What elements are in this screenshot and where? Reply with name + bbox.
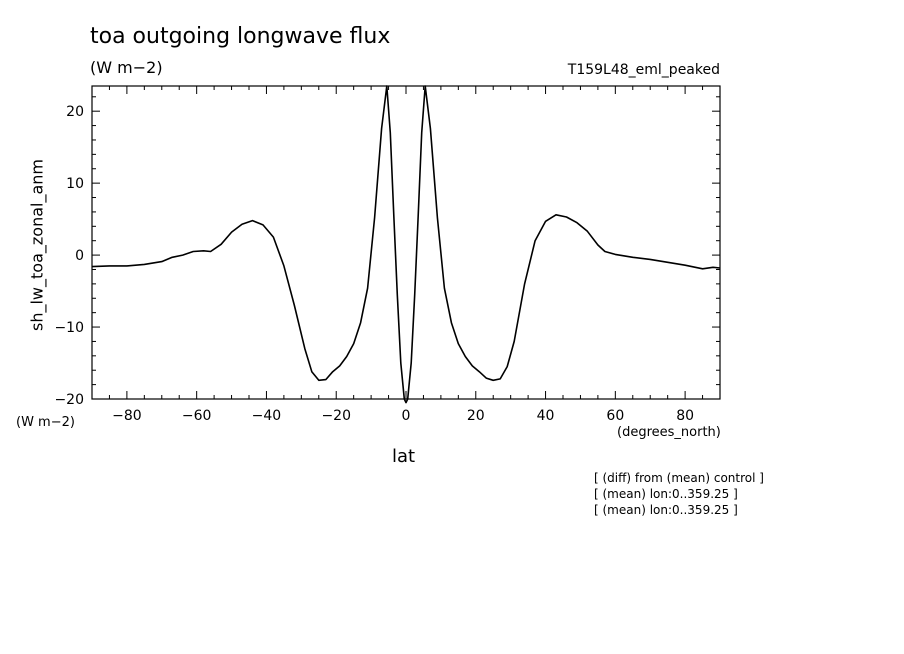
axis-ticks — [91, 86, 721, 400]
annotation-line: [ (diff) from (mean) control ] — [594, 471, 764, 485]
chart-title: toa outgoing longwave flux — [90, 24, 391, 49]
annotation-line: [ (mean) lon:0..359.25 ] — [594, 503, 738, 517]
x-tick-label: −40 — [252, 408, 282, 424]
series-line — [91, 85, 721, 404]
x-axis-units: (degrees_north) — [617, 425, 721, 440]
annotation-line: [ (mean) lon:0..359.25 ] — [594, 487, 738, 501]
annotation-notes: [ (diff) from (mean) control ] [ (mean) … — [594, 470, 764, 518]
x-tick-label: 20 — [467, 408, 485, 424]
run-label: T159L48_eml_peaked — [567, 62, 720, 78]
x-tick-label: −20 — [321, 408, 351, 424]
y-tick-label: 10 — [66, 176, 84, 192]
x-tick-label: −80 — [112, 408, 142, 424]
x-tick-label: 40 — [537, 408, 555, 424]
y-tick-label: 20 — [66, 104, 84, 120]
tick-labels: −80 −60 −40 −20 0 20 40 60 80 −20 −10 0 10 20 — [54, 104, 694, 424]
y-tick-label: −20 — [54, 392, 84, 408]
x-tick-label: 80 — [676, 408, 694, 424]
y-tick-label: −10 — [54, 320, 84, 336]
chart-units: (W m−2) — [90, 58, 163, 77]
x-tick-label: 60 — [606, 408, 624, 424]
y-axis-units: (W m−2) — [16, 415, 75, 430]
x-tick-label: 0 — [402, 408, 411, 424]
plot-frame — [91, 85, 721, 400]
x-tick-label: −60 — [182, 408, 212, 424]
x-axis-label: lat — [392, 446, 416, 467]
y-tick-label: 0 — [75, 248, 84, 264]
